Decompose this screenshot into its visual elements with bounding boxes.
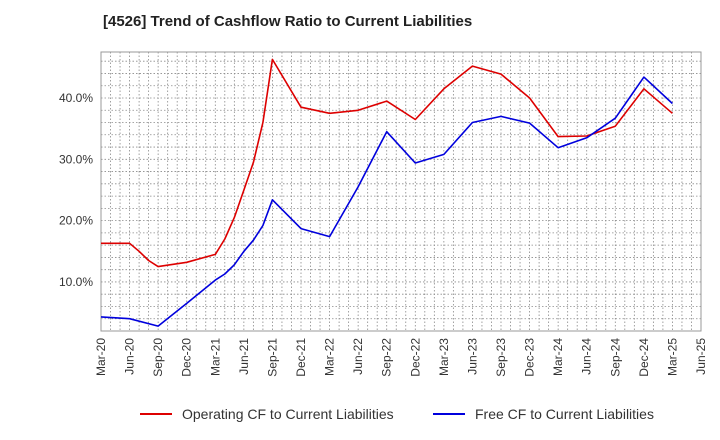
y-tick-label: 30.0% bbox=[59, 152, 93, 166]
legend: Operating CF to Current Liabilities Free … bbox=[140, 406, 654, 422]
x-tick-label: Mar-25 bbox=[665, 338, 679, 376]
x-tick-label: Jun-20 bbox=[123, 338, 137, 375]
series-line-2 bbox=[100, 76, 673, 327]
x-tick-label: Jun-24 bbox=[580, 338, 594, 375]
legend-label-1: Operating CF to Current Liabilities bbox=[182, 406, 394, 422]
x-tick-label: Mar-20 bbox=[94, 338, 108, 376]
x-tick-label: Dec-20 bbox=[180, 338, 194, 377]
chart-title: [4526] Trend of Cashflow Ratio to Curren… bbox=[103, 13, 473, 30]
x-tick-label: Dec-22 bbox=[408, 338, 422, 377]
series-lines bbox=[100, 58, 673, 327]
x-tick-label: Dec-24 bbox=[637, 338, 651, 377]
x-tick-label: Dec-21 bbox=[294, 338, 308, 377]
x-tick-label: Mar-21 bbox=[208, 338, 222, 376]
plot-area-frame bbox=[100, 51, 702, 332]
x-tick-label: Jun-21 bbox=[237, 338, 251, 375]
x-tick-label: Jun-23 bbox=[465, 338, 479, 375]
y-axis-ticks: 10.0% 20.0% 30.0% 40.0% bbox=[59, 91, 93, 289]
vertical-gridlines bbox=[100, 52, 702, 331]
y-tick-label: 20.0% bbox=[59, 214, 93, 228]
legend-label-2: Free CF to Current Liabilities bbox=[475, 406, 654, 422]
x-tick-label: Sep-21 bbox=[265, 338, 279, 377]
x-tick-label: Sep-23 bbox=[494, 338, 508, 377]
x-tick-label: Jun-22 bbox=[351, 338, 365, 375]
x-tick-label: Jun-25 bbox=[694, 338, 708, 375]
x-tick-label: Mar-24 bbox=[551, 338, 565, 376]
x-tick-label: Mar-22 bbox=[323, 338, 337, 376]
x-tick-label: Mar-23 bbox=[437, 338, 451, 376]
horizontal-gridlines bbox=[101, 60, 701, 332]
series-line-1 bbox=[101, 58, 673, 268]
x-tick-label: Sep-20 bbox=[151, 338, 165, 377]
y-tick-label: 40.0% bbox=[59, 91, 93, 105]
x-tick-label: Dec-23 bbox=[523, 338, 537, 377]
x-tick-label: Sep-24 bbox=[608, 338, 622, 377]
y-tick-label: 10.0% bbox=[59, 275, 93, 289]
x-axis-ticks: Mar-20 Jun-20 Sep-20 Dec-20 Mar-21 Jun-21 Sep-… bbox=[94, 338, 708, 377]
x-tick-label: Sep-22 bbox=[380, 338, 394, 377]
